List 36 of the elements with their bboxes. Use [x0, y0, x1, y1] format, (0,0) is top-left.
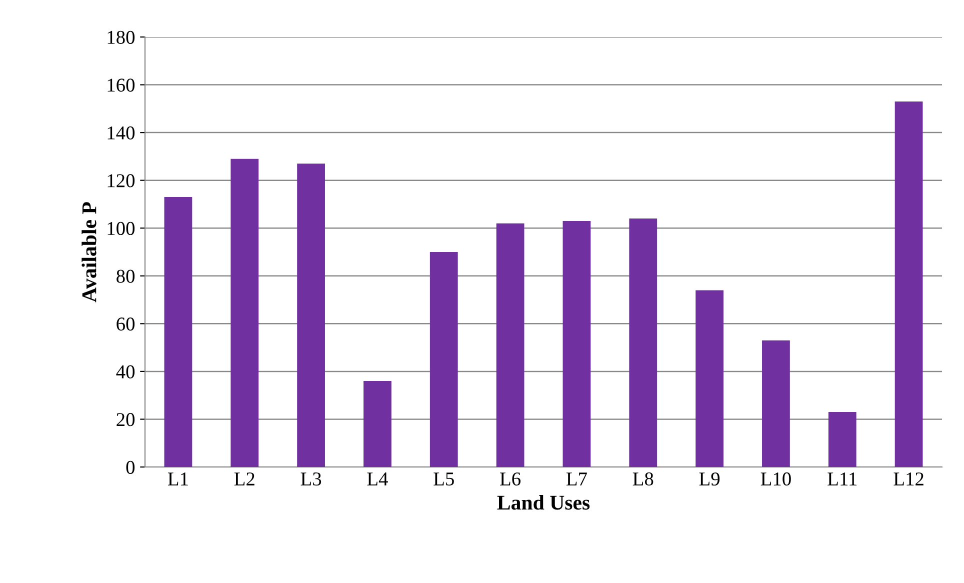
x-tick-label: L10 — [760, 472, 791, 486]
x-tick-label: L8 — [632, 472, 654, 486]
y-tick-label: 120 — [108, 174, 135, 188]
y-tick-label: 60 — [116, 317, 135, 331]
x-tick-label: L7 — [566, 472, 587, 486]
x-tick-label: L6 — [500, 472, 521, 486]
bar — [828, 412, 856, 467]
x-tick-label: L1 — [168, 472, 188, 486]
x-tick-label: L4 — [367, 472, 388, 486]
x-tick-label: L3 — [300, 472, 322, 486]
bar — [430, 252, 458, 467]
x-tick-label: L11 — [828, 472, 857, 486]
x-tick-label: L5 — [434, 472, 454, 486]
bar — [297, 164, 325, 467]
y-axis-title: Available P — [82, 202, 96, 302]
bar — [696, 290, 724, 467]
bar — [629, 218, 658, 467]
bar — [762, 340, 790, 467]
bar — [894, 102, 923, 467]
bar — [562, 220, 591, 467]
x-tick-label: L12 — [894, 472, 924, 486]
x-tick-label: L9 — [699, 472, 720, 486]
x-axis-title: Land Uses — [497, 495, 590, 510]
bar — [164, 197, 192, 467]
x-tick-label: L2 — [234, 472, 254, 486]
bar — [496, 223, 524, 467]
y-tick-label: 100 — [108, 222, 135, 236]
y-tick-label: 20 — [116, 413, 135, 426]
bar — [364, 381, 392, 467]
y-tick-label: 180 — [108, 30, 135, 44]
y-tick-label: 140 — [108, 126, 135, 140]
y-tick-label: 40 — [116, 365, 135, 378]
y-tick-label: 0 — [126, 460, 135, 474]
y-tick-label: 80 — [116, 270, 135, 283]
y-tick-label: 160 — [108, 78, 135, 92]
bar — [230, 158, 259, 467]
